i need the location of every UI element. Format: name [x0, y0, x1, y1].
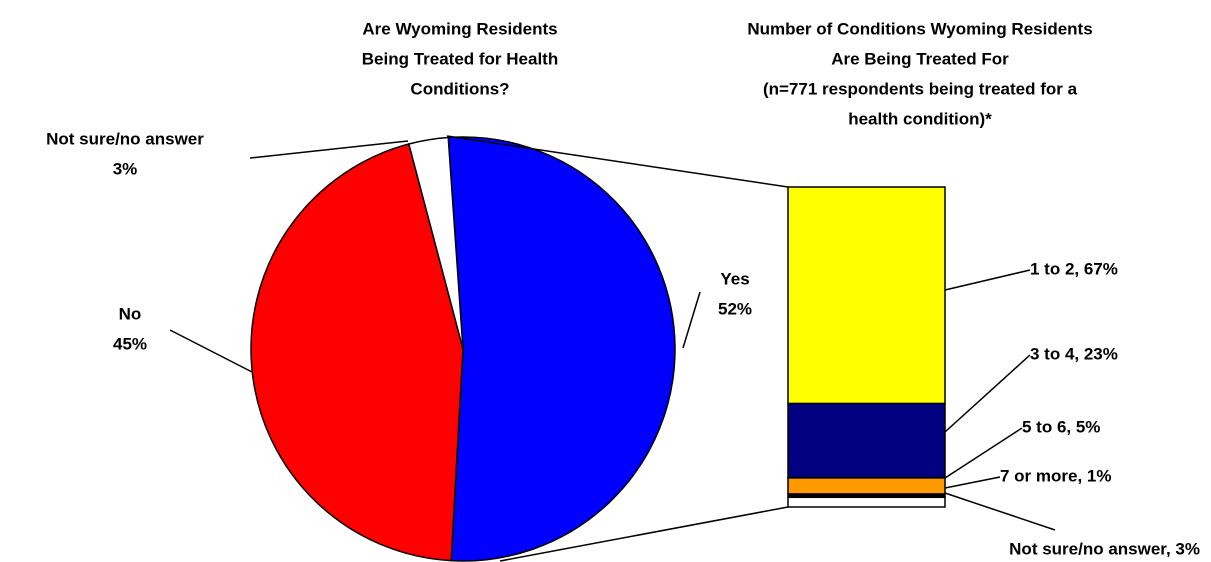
- bar-segment: [787, 477, 946, 495]
- leader-line: [249, 140, 409, 159]
- pie-label: Yes: [720, 269, 749, 288]
- chart-title: Number of Conditions Wyoming Residents: [747, 19, 1092, 38]
- pie-slice: [407, 136, 464, 350]
- pie-label: No: [119, 304, 142, 323]
- pie-value-label: 45%: [113, 334, 147, 353]
- leader-line: [944, 427, 1023, 479]
- leader-line: [499, 506, 789, 562]
- bar-segment: [787, 496, 946, 508]
- chart-title: Are Being Treated For: [831, 49, 1009, 68]
- leader-line: [169, 329, 253, 373]
- bar-label: 3 to 4, 23%: [1030, 344, 1118, 363]
- bar-label: 7 or more, 1%: [1000, 466, 1112, 485]
- bar-segment: [787, 186, 946, 405]
- leader-line: [944, 354, 1031, 433]
- chart-title: Conditions?: [410, 79, 509, 98]
- pie-slice: [447, 136, 676, 562]
- pie-label: Not sure/no answer: [46, 129, 204, 148]
- bar-label: Not sure/no answer, 3%: [1009, 539, 1200, 558]
- pie-value-label: 3%: [113, 159, 138, 178]
- leader-line: [944, 269, 1031, 291]
- chart-title: Are Wyoming Residents: [362, 19, 557, 38]
- leader-line: [944, 492, 1056, 531]
- pie-value-label: 52%: [718, 299, 752, 318]
- leader-line: [682, 291, 701, 349]
- pie-slice: [250, 143, 464, 562]
- chart-title: health condition)*: [848, 109, 992, 128]
- chart-title: (n=771 respondents being treated for a: [763, 79, 1078, 98]
- chart-title: Being Treated for Health: [362, 49, 558, 68]
- bar-label: 5 to 6, 5%: [1022, 417, 1100, 436]
- bar-label: 1 to 2, 67%: [1030, 259, 1118, 278]
- leader-line: [446, 135, 789, 188]
- leader-line: [944, 476, 1001, 489]
- bar-segment: [787, 402, 946, 479]
